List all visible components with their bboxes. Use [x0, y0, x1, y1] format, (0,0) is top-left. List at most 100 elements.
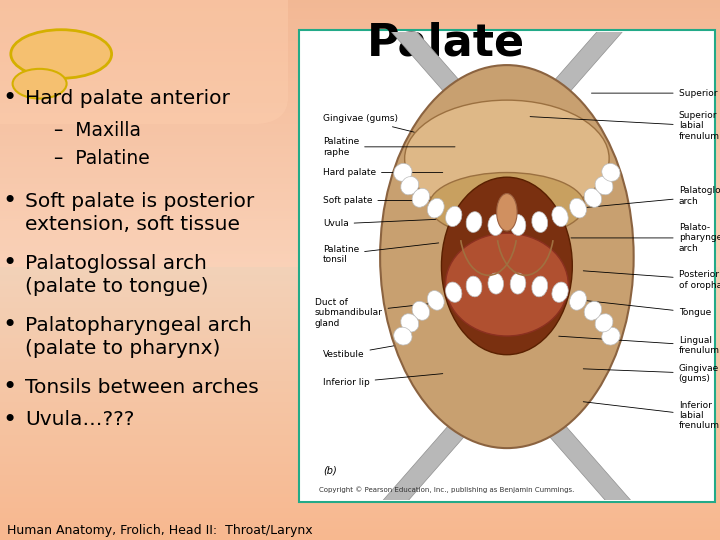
Bar	[0, 103, 720, 105]
Bar	[0, 284, 720, 286]
Bar	[0, 227, 720, 229]
Bar	[0, 192, 720, 194]
Bar	[0, 462, 720, 464]
Ellipse shape	[466, 276, 482, 297]
Ellipse shape	[497, 193, 517, 231]
Bar	[0, 437, 720, 440]
Bar	[0, 310, 720, 313]
Bar	[0, 86, 720, 89]
Text: •: •	[2, 408, 17, 431]
Bar	[0, 467, 720, 470]
Text: Duct of
submandibular
gland: Duct of submandibular gland	[315, 298, 431, 328]
Text: Soft palate: Soft palate	[323, 196, 443, 205]
Bar	[0, 262, 720, 265]
Bar	[0, 440, 720, 443]
Text: Copyright © Pearson Education, Inc., publishing as Benjamin Cummings.: Copyright © Pearson Education, Inc., pub…	[319, 487, 574, 494]
Bar	[0, 178, 720, 181]
Bar	[0, 181, 720, 184]
Bar	[0, 27, 720, 30]
Ellipse shape	[429, 172, 585, 238]
Ellipse shape	[446, 206, 462, 226]
Bar	[0, 127, 720, 130]
Bar	[0, 3, 720, 5]
Text: Uvula…???: Uvula…???	[25, 410, 135, 429]
Bar	[0, 154, 720, 157]
Bar	[0, 278, 720, 281]
Bar	[0, 73, 720, 76]
Text: Palatoglossal arch
(palate to tongue): Palatoglossal arch (palate to tongue)	[25, 254, 209, 296]
Bar	[0, 122, 720, 124]
Text: Hard palate: Hard palate	[323, 168, 443, 177]
Bar	[0, 451, 720, 454]
Bar	[0, 359, 720, 362]
Ellipse shape	[446, 233, 568, 336]
Text: Lingual
frenulum: Lingual frenulum	[559, 336, 720, 355]
Bar	[0, 248, 720, 251]
Bar	[0, 89, 720, 92]
Text: Inferior
labial
frenulum: Inferior labial frenulum	[583, 401, 720, 430]
Text: •: •	[2, 86, 17, 110]
Ellipse shape	[570, 198, 587, 218]
Bar	[0, 475, 720, 478]
Bar	[0, 70, 720, 73]
Bar	[0, 238, 720, 240]
Bar	[0, 470, 720, 472]
Bar	[0, 216, 720, 219]
Bar	[0, 370, 720, 373]
Bar	[0, 521, 720, 524]
Bar	[0, 454, 720, 456]
Bar	[0, 32, 720, 35]
Bar	[0, 343, 720, 346]
Bar	[0, 176, 720, 178]
Bar	[0, 316, 720, 319]
Bar	[0, 346, 720, 348]
Bar	[0, 105, 720, 108]
Bar	[0, 408, 720, 410]
Bar	[0, 211, 720, 213]
Text: •: •	[2, 189, 17, 213]
Bar	[0, 381, 720, 383]
Bar	[0, 111, 720, 113]
Bar	[0, 162, 720, 165]
Bar	[0, 518, 720, 521]
Bar	[0, 100, 720, 103]
Bar	[0, 16, 720, 19]
Bar	[0, 14, 720, 16]
Bar	[0, 92, 720, 94]
Bar	[0, 113, 720, 116]
Ellipse shape	[532, 212, 548, 232]
Ellipse shape	[595, 177, 613, 195]
Text: •: •	[2, 251, 17, 275]
Bar	[0, 421, 720, 424]
Bar	[0, 24, 720, 27]
Text: –  Maxilla: – Maxilla	[54, 122, 141, 140]
Text: Gingivae
(gums): Gingivae (gums)	[583, 363, 719, 383]
Bar	[0, 332, 720, 335]
Bar	[0, 502, 720, 505]
Bar	[0, 256, 720, 259]
Bar	[0, 124, 720, 127]
Ellipse shape	[441, 177, 572, 355]
Bar	[0, 532, 720, 535]
Bar	[0, 189, 720, 192]
Bar	[0, 526, 720, 529]
Bar	[0, 240, 720, 243]
Bar	[0, 418, 720, 421]
Bar	[0, 494, 720, 497]
Bar	[0, 443, 720, 445]
Bar	[0, 335, 720, 338]
Bar	[0, 197, 720, 200]
Bar	[0, 116, 720, 119]
Bar	[0, 265, 720, 267]
Bar	[0, 319, 720, 321]
Bar	[0, 367, 720, 370]
Bar	[0, 472, 720, 475]
Bar	[0, 119, 720, 122]
Bar	[0, 138, 720, 140]
Bar	[0, 8, 720, 11]
Text: Palato-
pharyngeal
arch: Palato- pharyngeal arch	[571, 223, 720, 253]
Bar	[0, 429, 720, 432]
Bar	[0, 386, 720, 389]
Bar	[0, 35, 720, 38]
Bar	[0, 292, 720, 294]
